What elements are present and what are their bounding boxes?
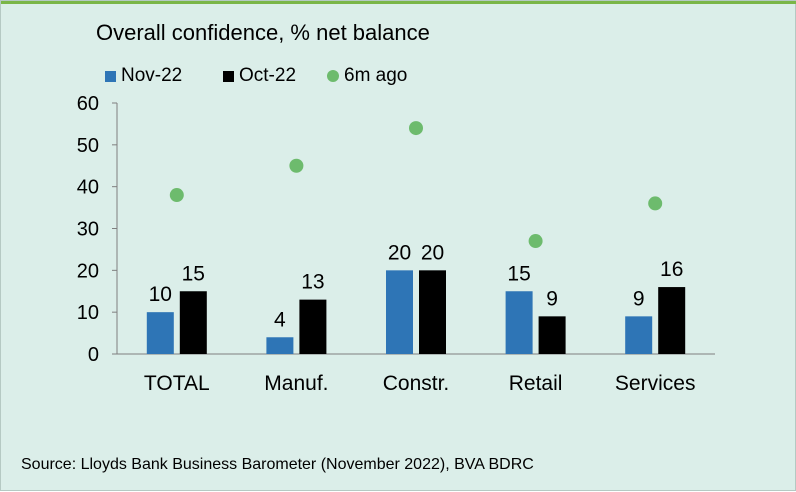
- data-label-nov-22-manuf: 4: [274, 308, 286, 331]
- y-tick-label-20: 20: [77, 260, 99, 282]
- bar-oct-22-manuf: [299, 299, 327, 354]
- point-6m-ago-retail: [528, 234, 543, 249]
- data-label-oct-22-manuf: 13: [301, 271, 324, 294]
- point-6m-ago-services: [648, 196, 663, 211]
- data-label-nov-22-services: 9: [633, 287, 645, 310]
- legend-label-6m-ago: 6m ago: [344, 65, 408, 86]
- bar-oct-22-total: [179, 291, 207, 354]
- point-6m-ago-manuf: [289, 158, 304, 173]
- data-label-nov-22-total: 10: [149, 283, 172, 306]
- y-tick-label-40: 40: [77, 177, 99, 199]
- data-label-oct-22-constr: 20: [421, 241, 444, 264]
- data-label-oct-22-retail: 9: [546, 287, 558, 310]
- legend-swatch-nov-22: [105, 70, 116, 82]
- bar-oct-22-constr: [419, 270, 446, 354]
- legend-item-nov-22: Nov-22: [105, 65, 182, 87]
- legend-label-nov-22: Nov-22: [121, 65, 183, 86]
- y-tick-label-10: 10: [77, 302, 99, 324]
- y-tick-label-50: 50: [77, 135, 99, 157]
- legend-item-oct-22: Oct-22: [223, 65, 296, 87]
- x-tick-label-retail: Retail: [509, 372, 563, 395]
- data-label-oct-22-services: 16: [660, 258, 683, 281]
- y-tick-label-60: 60: [77, 93, 99, 115]
- y-tick-label-30: 30: [77, 219, 99, 241]
- data-label-oct-22-total: 15: [182, 262, 205, 285]
- x-tick-label-constr: Constr.: [383, 372, 450, 395]
- data-label-nov-22-constr: 20: [388, 241, 411, 264]
- legend-swatch-oct-22: [223, 70, 234, 82]
- bar-oct-22-services: [658, 287, 686, 354]
- data-label-nov-22-retail: 15: [507, 262, 530, 285]
- bar-nov-22-retail: [505, 291, 533, 354]
- legend-swatch-6m-ago: [327, 70, 339, 82]
- bar-nov-22-total: [146, 312, 174, 354]
- x-tick-label-services: Services: [615, 372, 696, 395]
- point-6m-ago-total: [169, 188, 184, 203]
- source-note: Source: Lloyds Bank Business Barometer (…: [21, 456, 534, 473]
- top-accent-line: [1, 1, 796, 4]
- bar-nov-22-manuf: [266, 337, 294, 354]
- legend-label-oct-22: Oct-22: [239, 65, 297, 86]
- x-tick-label-manuf: Manuf.: [264, 372, 328, 395]
- point-6m-ago-constr: [409, 121, 423, 136]
- y-tick-label-0: 0: [88, 344, 99, 366]
- chart-title: Overall confidence, % net balance: [96, 20, 430, 45]
- bar-nov-22-constr: [386, 270, 413, 354]
- x-tick-label-total: TOTAL: [144, 372, 210, 395]
- bar-nov-22-services: [625, 316, 653, 354]
- bar-oct-22-retail: [538, 316, 566, 354]
- legend-item-6m-ago: 6m ago: [327, 65, 407, 87]
